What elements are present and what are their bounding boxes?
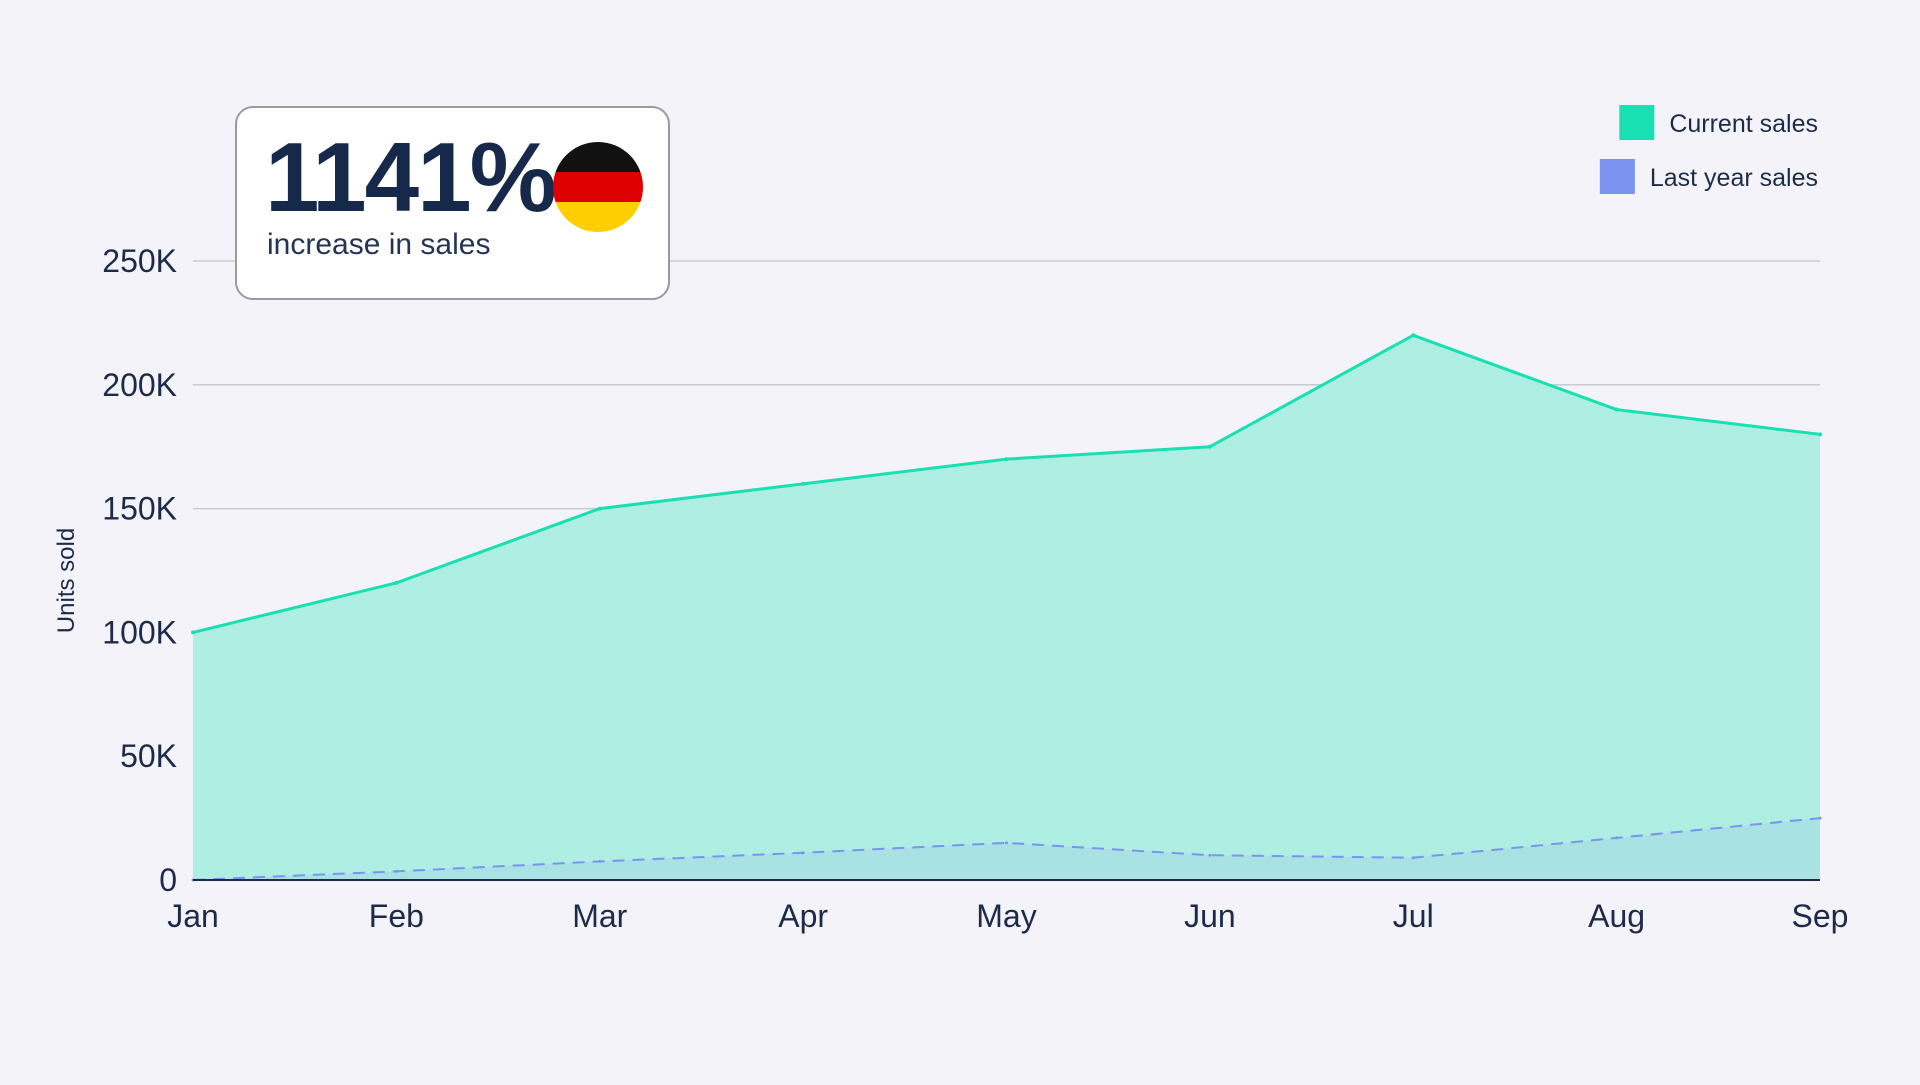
last-year-sales-point xyxy=(1005,841,1008,845)
legend-label: Current sales xyxy=(1669,110,1818,138)
y-tick-label: 150K xyxy=(102,491,177,527)
y-tick-label: 50K xyxy=(120,738,177,774)
x-tick-label: Apr xyxy=(778,898,828,934)
last-year-sales-area xyxy=(193,818,1820,880)
flag-stripe-red xyxy=(553,172,643,202)
x-tick-label: Mar xyxy=(572,898,627,934)
line-layer xyxy=(191,333,1822,882)
x-tick-label: Feb xyxy=(369,898,424,934)
last-year-sales-point xyxy=(801,851,805,855)
increase-percentage: 1141% xyxy=(265,122,557,232)
legend-item-current-sales: Current sales xyxy=(1619,105,1818,140)
x-tick-label: Sep xyxy=(1792,898,1849,934)
current-sales-point xyxy=(1207,444,1212,449)
y-tick-label: 100K xyxy=(102,614,177,650)
flag-stripe-gold xyxy=(553,202,643,232)
current-sales-area xyxy=(193,335,1820,880)
last-year-sales-point xyxy=(1615,836,1619,840)
current-sales-point xyxy=(394,580,399,585)
area-layer xyxy=(193,335,1820,880)
legend-item-last-year-sales: Last year sales xyxy=(1599,159,1818,194)
current-sales-point xyxy=(1818,432,1822,437)
last-year-sales-point xyxy=(394,869,398,873)
current-sales-point xyxy=(191,630,195,635)
last-year-sales-point xyxy=(1411,856,1415,860)
current-sales-point xyxy=(1614,407,1619,412)
x-tick-label: Jun xyxy=(1184,898,1236,934)
flag-stripe-black xyxy=(553,142,643,172)
y-tick-label: 250K xyxy=(102,243,177,279)
y-tick-label: 200K xyxy=(102,367,177,403)
legend-label: Last year sales xyxy=(1650,164,1818,192)
increase-label: increase in sales xyxy=(267,228,491,261)
y-tick-label: 0 xyxy=(159,862,177,898)
last-year-sales-point xyxy=(598,859,602,863)
label-layer: 0 50K 100K 150K 200K 250K Jan Feb Mar Apr May Jun Ju… xyxy=(53,243,1848,934)
last-year-sales-point xyxy=(1818,816,1822,820)
x-tick-label: Aug xyxy=(1588,898,1645,934)
x-tick-label: May xyxy=(976,898,1036,934)
legend: Current sales Last year sales xyxy=(1599,105,1818,194)
germany-flag-icon xyxy=(553,142,643,232)
x-tick-label: Jan xyxy=(167,898,219,934)
current-sales-point xyxy=(801,481,806,486)
current-sales-point xyxy=(1411,333,1416,338)
last-year-sales-line xyxy=(192,817,1821,881)
x-tick-label: Jul xyxy=(1393,898,1434,934)
last-year-sales-point xyxy=(1208,853,1212,857)
legend-swatch xyxy=(1619,105,1655,140)
legend-swatch xyxy=(1599,159,1635,194)
sales-increase-callout: 1141% increase in sales xyxy=(235,106,670,300)
current-sales-point xyxy=(597,506,602,511)
current-sales-point xyxy=(1004,457,1009,462)
y-axis-title: Units sold xyxy=(53,528,80,633)
